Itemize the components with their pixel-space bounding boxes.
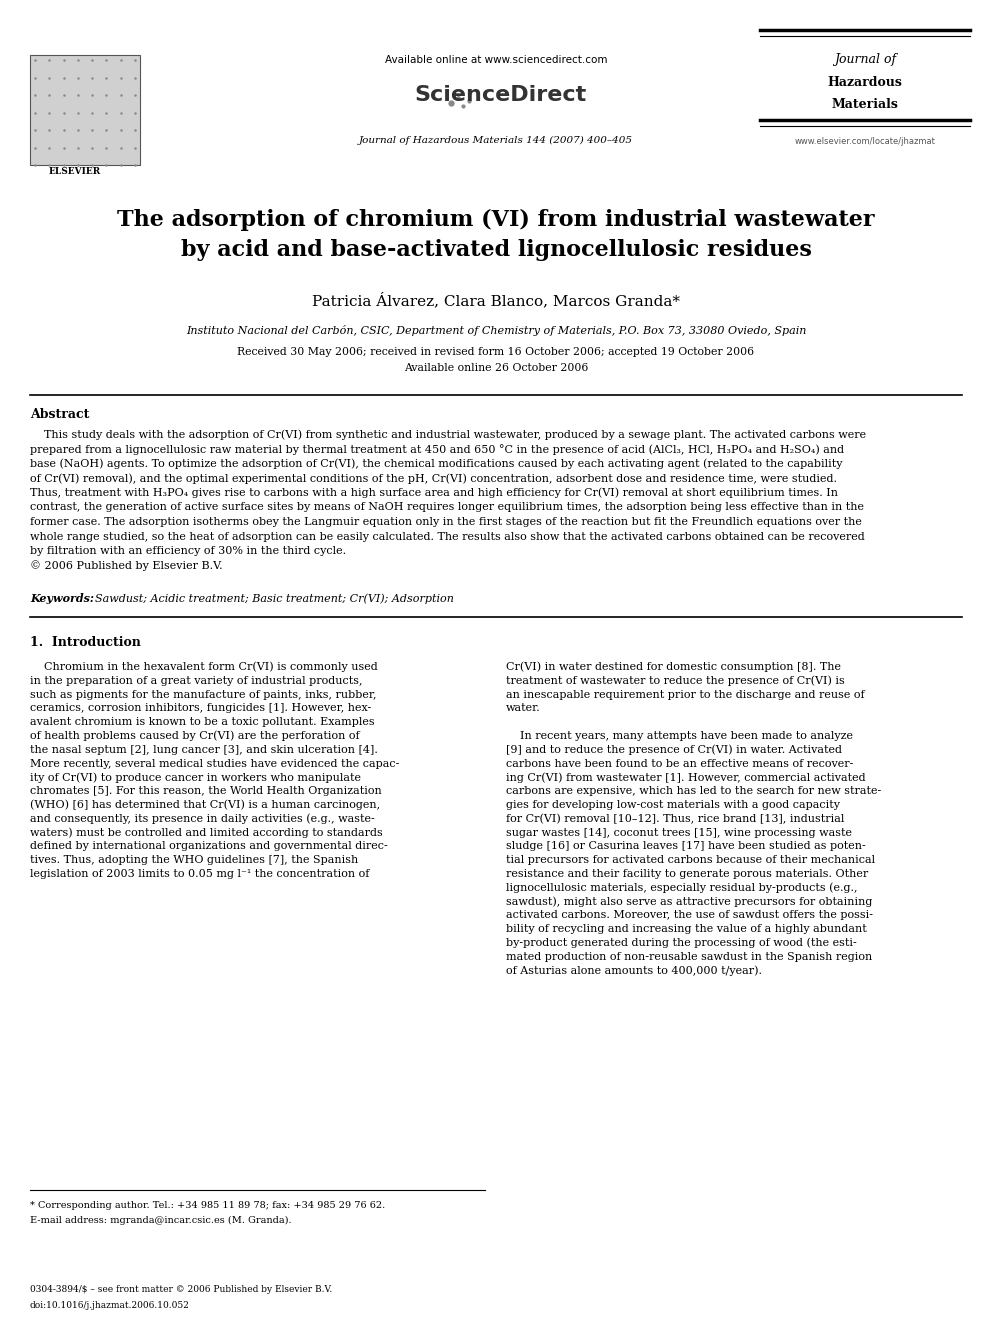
Text: In recent years, many attempts have been made to analyze: In recent years, many attempts have been… (506, 732, 853, 741)
Text: Patricia Álvarez, Clara Blanco, Marcos Granda*: Patricia Álvarez, Clara Blanco, Marcos G… (312, 292, 680, 308)
Text: whole range studied, so the heat of adsorption can be easily calculated. The res: whole range studied, so the heat of adso… (30, 532, 865, 541)
Text: of health problems caused by Cr(VI) are the perforation of: of health problems caused by Cr(VI) are … (30, 730, 360, 741)
Text: in the preparation of a great variety of industrial products,: in the preparation of a great variety of… (30, 676, 362, 685)
Text: contrast, the generation of active surface sites by means of NaOH requires longe: contrast, the generation of active surfa… (30, 503, 864, 512)
Text: bility of recycling and increasing the value of a highly abundant: bility of recycling and increasing the v… (506, 925, 867, 934)
Text: More recently, several medical studies have evidenced the capac-: More recently, several medical studies h… (30, 758, 400, 769)
Text: chromates [5]. For this reason, the World Health Organization: chromates [5]. For this reason, the Worl… (30, 786, 382, 796)
Text: Available online 26 October 2006: Available online 26 October 2006 (404, 363, 588, 373)
Text: the nasal septum [2], lung cancer [3], and skin ulceration [4].: the nasal septum [2], lung cancer [3], a… (30, 745, 378, 755)
Text: This study deals with the adsorption of Cr(VI) from synthetic and industrial was: This study deals with the adsorption of … (30, 430, 866, 441)
Text: an inescapable requirement prior to the discharge and reuse of: an inescapable requirement prior to the … (506, 689, 865, 700)
Text: lignocellulosic materials, especially residual by-products (e.g.,: lignocellulosic materials, especially re… (506, 882, 857, 893)
Text: (WHO) [6] has determined that Cr(VI) is a human carcinogen,: (WHO) [6] has determined that Cr(VI) is … (30, 799, 380, 810)
Text: treatment of wastewater to reduce the presence of Cr(VI) is: treatment of wastewater to reduce the pr… (506, 676, 845, 687)
Text: Cr(VI) in water destined for domestic consumption [8]. The: Cr(VI) in water destined for domestic co… (506, 662, 841, 672)
Text: 1.  Introduction: 1. Introduction (30, 635, 141, 648)
Text: * Corresponding author. Tel.: +34 985 11 89 78; fax: +34 985 29 76 62.: * Corresponding author. Tel.: +34 985 11… (30, 1201, 385, 1211)
Text: defined by international organizations and governmental direc-: defined by international organizations a… (30, 841, 388, 852)
Text: 0304-3894/$ – see front matter © 2006 Published by Elsevier B.V.: 0304-3894/$ – see front matter © 2006 Pu… (30, 1286, 332, 1294)
Text: ScienceDirect: ScienceDirect (415, 85, 587, 105)
Text: Sawdust; Acidic treatment; Basic treatment; Cr(VI); Adsorption: Sawdust; Acidic treatment; Basic treatme… (88, 594, 454, 605)
Text: former case. The adsorption isotherms obey the Langmuir equation only in the fir: former case. The adsorption isotherms ob… (30, 517, 862, 527)
Text: Instituto Nacional del Carbón, CSIC, Department of Chemistry of Materials, P.O. : Instituto Nacional del Carbón, CSIC, Dep… (186, 324, 806, 336)
Text: Materials: Materials (831, 98, 899, 111)
Text: ing Cr(VI) from wastewater [1]. However, commercial activated: ing Cr(VI) from wastewater [1]. However,… (506, 773, 866, 783)
Text: Abstract: Abstract (30, 409, 89, 422)
Bar (30, 56, 140, 165)
Text: www.elsevier.com/locate/jhazmat: www.elsevier.com/locate/jhazmat (795, 138, 935, 147)
Text: of Cr(VI) removal), and the optimal experimental conditions of the pH, Cr(VI) co: of Cr(VI) removal), and the optimal expe… (30, 474, 837, 484)
Text: Received 30 May 2006; received in revised form 16 October 2006; accepted 19 Octo: Received 30 May 2006; received in revise… (237, 347, 755, 357)
Text: sugar wastes [14], coconut trees [15], wine processing waste: sugar wastes [14], coconut trees [15], w… (506, 828, 852, 837)
Text: E-mail address: mgranda@incar.csic.es (M. Granda).: E-mail address: mgranda@incar.csic.es (M… (30, 1216, 292, 1225)
Text: for Cr(VI) removal [10–12]. Thus, rice brand [13], industrial: for Cr(VI) removal [10–12]. Thus, rice b… (506, 814, 844, 824)
Text: by-product generated during the processing of wood (the esti-: by-product generated during the processi… (506, 938, 857, 949)
Text: base (NaOH) agents. To optimize the adsorption of Cr(VI), the chemical modificat: base (NaOH) agents. To optimize the adso… (30, 459, 842, 470)
Text: [9] and to reduce the presence of Cr(VI) in water. Activated: [9] and to reduce the presence of Cr(VI)… (506, 745, 842, 755)
Text: Hazardous: Hazardous (827, 75, 903, 89)
Text: tives. Thus, adopting the WHO guidelines [7], the Spanish: tives. Thus, adopting the WHO guidelines… (30, 855, 358, 865)
Text: such as pigments for the manufacture of paints, inks, rubber,: such as pigments for the manufacture of … (30, 689, 377, 700)
Text: Thus, treatment with H₃PO₄ gives rise to carbons with a high surface area and hi: Thus, treatment with H₃PO₄ gives rise to… (30, 488, 838, 499)
Text: carbons are expensive, which has led to the search for new strate-: carbons are expensive, which has led to … (506, 786, 881, 796)
Text: mated production of non-reusable sawdust in the Spanish region: mated production of non-reusable sawdust… (506, 951, 872, 962)
Text: resistance and their facility to generate porous materials. Other: resistance and their facility to generat… (506, 869, 868, 878)
Text: ity of Cr(VI) to produce cancer in workers who manipulate: ity of Cr(VI) to produce cancer in worke… (30, 773, 361, 783)
Text: waters) must be controlled and limited according to standards: waters) must be controlled and limited a… (30, 827, 383, 837)
Text: Journal of: Journal of (834, 53, 896, 66)
Text: Chromium in the hexavalent form Cr(VI) is commonly used: Chromium in the hexavalent form Cr(VI) i… (30, 662, 378, 672)
Text: ceramics, corrosion inhibitors, fungicides [1]. However, hex-: ceramics, corrosion inhibitors, fungicid… (30, 704, 371, 713)
Text: carbons have been found to be an effective means of recover-: carbons have been found to be an effecti… (506, 758, 853, 769)
Text: of Asturias alone amounts to 400,000 t/year).: of Asturias alone amounts to 400,000 t/y… (506, 966, 762, 976)
Text: The adsorption of chromium (VI) from industrial wastewater: The adsorption of chromium (VI) from ind… (117, 209, 875, 232)
Text: doi:10.1016/j.jhazmat.2006.10.052: doi:10.1016/j.jhazmat.2006.10.052 (30, 1301, 189, 1310)
Text: Journal of Hazardous Materials 144 (2007) 400–405: Journal of Hazardous Materials 144 (2007… (359, 135, 633, 144)
Text: by filtration with an efficiency of 30% in the third cycle.: by filtration with an efficiency of 30% … (30, 546, 346, 556)
Text: Available online at www.sciencedirect.com: Available online at www.sciencedirect.co… (385, 56, 607, 65)
Text: avalent chromium is known to be a toxic pollutant. Examples: avalent chromium is known to be a toxic … (30, 717, 375, 728)
Text: by acid and base-activated lignocellulosic residues: by acid and base-activated lignocellulos… (181, 239, 811, 261)
Text: sludge [16] or Casurina leaves [17] have been studied as poten-: sludge [16] or Casurina leaves [17] have… (506, 841, 866, 852)
Text: gies for developing low-cost materials with a good capacity: gies for developing low-cost materials w… (506, 800, 840, 810)
Text: tial precursors for activated carbons because of their mechanical: tial precursors for activated carbons be… (506, 855, 875, 865)
Text: Keywords:: Keywords: (30, 594, 94, 605)
Text: and consequently, its presence in daily activities (e.g., waste-: and consequently, its presence in daily … (30, 814, 375, 824)
Text: © 2006 Published by Elsevier B.V.: © 2006 Published by Elsevier B.V. (30, 560, 222, 572)
Text: legislation of 2003 limits to 0.05 mg l⁻¹ the concentration of: legislation of 2003 limits to 0.05 mg l⁻… (30, 869, 369, 878)
Text: sawdust), might also serve as attractive precursors for obtaining: sawdust), might also serve as attractive… (506, 896, 872, 906)
Text: water.: water. (506, 704, 541, 713)
Text: prepared from a lignocellulosic raw material by thermal treatment at 450 and 650: prepared from a lignocellulosic raw mate… (30, 445, 844, 455)
Text: activated carbons. Moreover, the use of sawdust offers the possi-: activated carbons. Moreover, the use of … (506, 910, 873, 921)
Text: ELSEVIER: ELSEVIER (49, 168, 101, 176)
